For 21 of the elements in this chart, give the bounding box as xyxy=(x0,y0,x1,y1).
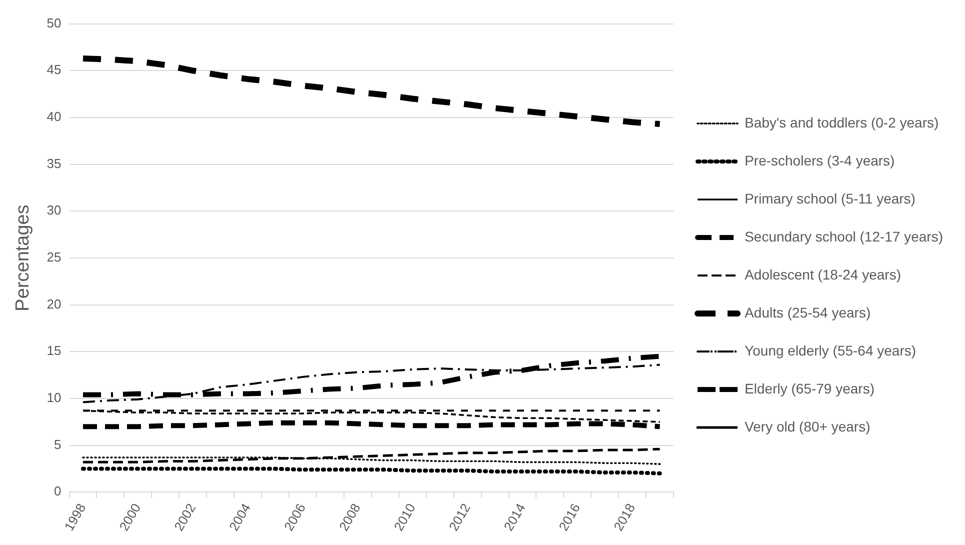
legend-label: Secundary school (12-17 years) xyxy=(744,228,944,244)
y-tick-label: 15 xyxy=(46,343,62,358)
y-tick-label: 20 xyxy=(46,296,62,312)
legend-label: Very old (80+ years) xyxy=(744,418,870,434)
y-tick-label: 5 xyxy=(54,436,62,452)
y-tick-label: 25 xyxy=(46,250,62,265)
legend-label: Primary school (5-11 years) xyxy=(744,190,916,206)
y-tick-label: 35 xyxy=(46,156,62,171)
y-axis-title: Percentages xyxy=(12,204,34,312)
legend-label: Pre-scholers (3-4 years) xyxy=(744,152,895,168)
y-tick-label: 50 xyxy=(46,15,62,30)
legend-label: Adults (25-54 years) xyxy=(744,304,871,320)
legend-label: Elderly (65-79 years) xyxy=(744,380,875,396)
y-tick-label: 45 xyxy=(46,62,62,78)
y-tick-label: 10 xyxy=(46,390,62,406)
y-tick-label: 30 xyxy=(46,202,62,218)
y-tick-label: 40 xyxy=(46,109,62,124)
legend-label: Adolescent (18-24 years) xyxy=(744,266,901,282)
y-tick-label: 0 xyxy=(54,484,62,499)
legend-label: Young elderly (55-64 years) xyxy=(744,342,916,358)
legend-label: Baby's and toddlers (0-2 years) xyxy=(744,114,939,130)
